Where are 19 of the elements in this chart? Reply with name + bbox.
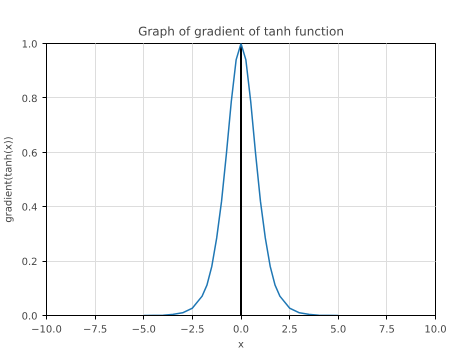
x-tick-label: −7.5 <box>82 324 108 336</box>
x-tick-label: 7.5 <box>378 324 395 336</box>
x-tick-label: 10.0 <box>424 324 447 336</box>
x-tick-label: −2.5 <box>180 324 205 336</box>
y-tick-label: 0.6 <box>22 148 38 160</box>
y-tick-label: 0.4 <box>22 202 38 214</box>
y-tick-label: 0.8 <box>22 94 38 105</box>
chart-title: Graph of gradient of tanh function <box>138 24 344 38</box>
x-axis-title: x <box>238 340 244 350</box>
x-tick-label: −5.0 <box>132 324 156 336</box>
y-tick-label: 0.2 <box>22 257 38 268</box>
y-tick-label: 1.0 <box>22 40 38 50</box>
line-series <box>143 44 339 316</box>
x-tick-label: −10.0 <box>31 324 62 336</box>
y-axis-title: gradient(tanh(x)) <box>4 136 15 223</box>
x-tick-label: 5.0 <box>330 324 346 336</box>
x-tick-label: 0.0 <box>233 324 249 336</box>
y-tick-label: 0.0 <box>22 312 38 322</box>
x-tick-label: 2.5 <box>282 324 298 336</box>
